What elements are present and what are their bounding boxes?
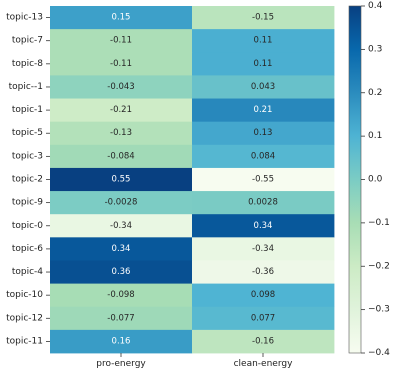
heatmap-cell xyxy=(192,52,335,76)
cell-value-label: 0.16 xyxy=(112,336,131,346)
heatmap-cell xyxy=(50,167,193,192)
cell-value-label: -0.098 xyxy=(107,290,134,300)
row-tick-label: topic-4 xyxy=(12,267,43,277)
cell-value-label: 0.34 xyxy=(112,244,131,254)
cell-value-label: 0.11 xyxy=(254,36,273,46)
heatmap-cell xyxy=(50,283,193,308)
row-tick-label: topic-5 xyxy=(12,128,43,138)
heatmap-cell xyxy=(50,52,193,76)
heatmap-cell xyxy=(192,214,335,238)
heatmap-cell xyxy=(192,6,335,30)
cell-value-label: 0.11 xyxy=(254,59,273,69)
row-tick-label: topic-2 xyxy=(12,175,43,185)
row-tick-label: topic-12 xyxy=(6,313,43,323)
heatmap-cell xyxy=(50,6,193,30)
cell-value-label: -0.077 xyxy=(107,313,134,323)
column-tick-labels: pro-energy clean-energy xyxy=(96,353,293,369)
cell-value-label: -0.55 xyxy=(252,175,274,185)
colorbar-tick-label: −0.4 xyxy=(368,348,390,358)
column-tick-label: clean-energy xyxy=(234,359,293,369)
row-tick-label: topic-7 xyxy=(12,36,43,46)
heatmap-cell xyxy=(192,260,335,284)
heatmap-cell xyxy=(50,260,193,284)
cell-value-label: -0.043 xyxy=(107,82,134,92)
row-tick-label: topic-6 xyxy=(12,244,43,254)
cell-value-label: 0.043 xyxy=(251,82,275,92)
cell-value-label: -0.34 xyxy=(110,221,132,231)
cell-value-label: 0.098 xyxy=(251,290,275,300)
heatmap-cell xyxy=(50,29,193,53)
colorbar-tick-label: 0.0 xyxy=(368,175,383,185)
cell-value-label: -0.084 xyxy=(107,151,134,161)
heatmap-cell xyxy=(50,214,193,238)
cell-value-label: 0.084 xyxy=(251,151,275,161)
cell-value-label: -0.11 xyxy=(110,59,132,69)
colorbar: 0.4 0.3 0.2 0.1 0.0 −0.1 −0.2 −0.3 −0.4 xyxy=(348,1,390,358)
heatmap-cell xyxy=(192,98,335,123)
heatmap-cell xyxy=(192,121,335,146)
cell-value-label: 0.13 xyxy=(254,128,273,138)
heatmap-cell xyxy=(50,329,193,354)
cell-value-label: 0.077 xyxy=(251,313,275,323)
heatmap-cell xyxy=(192,329,335,354)
heatmap-cell xyxy=(192,144,335,169)
colorbar-tick-label: −0.2 xyxy=(368,261,390,271)
cell-value-label: 0.21 xyxy=(254,105,273,115)
row-tick-label: topic--1 xyxy=(9,82,43,92)
heatmap-cell xyxy=(50,75,193,99)
cell-value-label: -0.0028 xyxy=(105,198,138,208)
colorbar-gradient xyxy=(348,5,362,354)
colorbar-tick-label: 0.2 xyxy=(368,88,382,98)
heatmap-cell xyxy=(50,98,193,123)
heatmap-cell xyxy=(192,75,335,99)
heatmap-cell xyxy=(50,306,193,331)
heatmap-cell xyxy=(192,191,335,215)
heatmap-cell xyxy=(192,167,335,192)
row-tick-labels: topic-13 topic-7 topic-8 topic--1 topic-1 top… xyxy=(6,13,50,346)
row-tick-label: topic-1 xyxy=(12,105,43,115)
colorbar-tick-label: −0.1 xyxy=(368,218,390,228)
cell-value-label: -0.34 xyxy=(252,244,274,254)
cell-value-label: 0.34 xyxy=(254,221,273,231)
cell-value-label: 0.15 xyxy=(112,13,131,23)
cell-value-label: 0.55 xyxy=(112,175,131,185)
heatmap-cells: 0.15 -0.15 -0.11 0.11 -0.11 0.11 -0.043 0.043 -0… xyxy=(50,6,335,354)
cell-value-label: -0.16 xyxy=(252,336,274,346)
heatmap-cell xyxy=(192,306,335,331)
cell-value-label: -0.36 xyxy=(252,267,274,277)
row-tick-label: topic-0 xyxy=(12,221,43,231)
row-tick-label: topic-9 xyxy=(12,198,43,208)
colorbar-tick-label: 0.3 xyxy=(368,44,382,54)
cell-value-label: 0.36 xyxy=(112,267,131,277)
row-tick-label: topic-11 xyxy=(6,336,43,346)
cell-value-label: -0.13 xyxy=(110,128,132,138)
colorbar-tick-label: 0.4 xyxy=(368,1,383,11)
heatmap-cell xyxy=(50,144,193,169)
cell-value-label: 0.0028 xyxy=(248,198,278,208)
row-tick-label: topic-3 xyxy=(12,151,43,161)
heatmap-cell xyxy=(192,237,335,261)
heatmap-cell xyxy=(50,237,193,261)
row-tick-label: topic-8 xyxy=(12,59,43,69)
heatmap-cell xyxy=(192,29,335,53)
colorbar-tick-label: −0.3 xyxy=(368,305,390,315)
column-tick-label: pro-energy xyxy=(96,359,146,369)
row-tick-label: topic-10 xyxy=(6,290,43,300)
cell-value-label: -0.21 xyxy=(110,105,132,115)
heatmap-cell xyxy=(192,283,335,308)
cell-value-label: -0.15 xyxy=(252,13,274,23)
heatmap-cell xyxy=(50,191,193,215)
colorbar-tick-label: 0.1 xyxy=(368,131,382,141)
heatmap-cell xyxy=(50,121,193,146)
row-tick-label: topic-13 xyxy=(6,13,43,23)
cell-value-label: -0.11 xyxy=(110,36,132,46)
